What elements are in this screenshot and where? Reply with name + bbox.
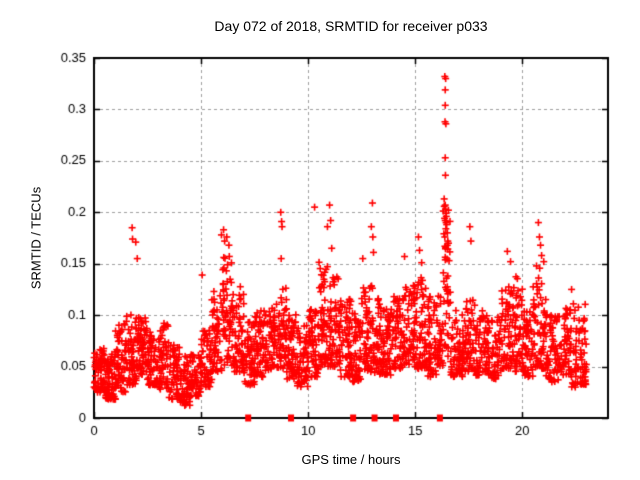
- chart-title: Day 072 of 2018, SRMTID for receiver p03…: [214, 18, 488, 34]
- y-axis-label: SRMTID / TECUs: [28, 186, 44, 290]
- x-axis-label: GPS time / hours: [301, 452, 401, 467]
